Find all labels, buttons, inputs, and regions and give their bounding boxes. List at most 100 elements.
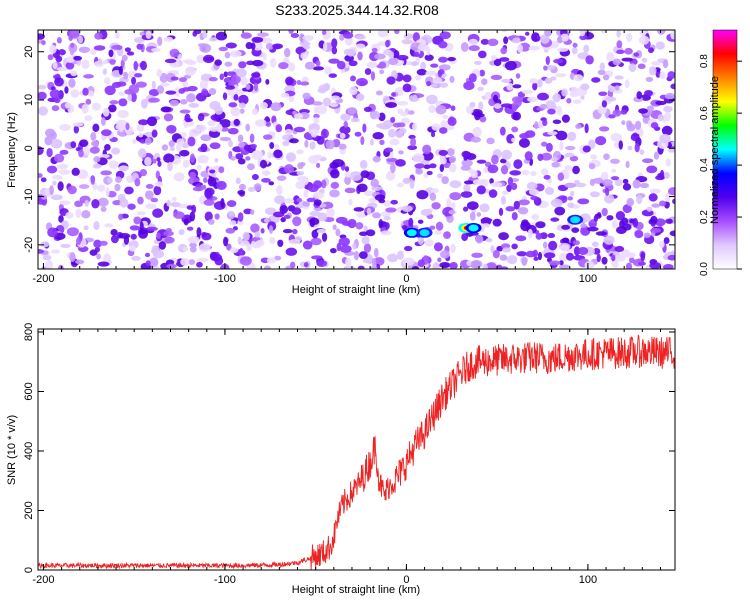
spectrogram-cell — [218, 166, 225, 174]
spectrogram-cell — [632, 217, 639, 228]
spectrogram-cell — [512, 111, 522, 121]
spectrogram-cell — [200, 90, 209, 96]
spectrogram-cell — [235, 89, 245, 95]
spectrogram-cell — [551, 156, 559, 162]
spectrogram-cell — [402, 83, 412, 93]
spectrogram-cell — [345, 257, 352, 267]
spectrogram-cell — [74, 200, 83, 208]
spectrogram-cell — [651, 61, 660, 66]
spectrogram-cell — [521, 170, 530, 176]
spectrogram-cell — [371, 47, 378, 53]
spectrogram-cell — [601, 207, 608, 217]
spectrogram-cell — [479, 115, 487, 123]
spectrogram-cell — [401, 205, 413, 212]
spectrogram-cell — [270, 57, 277, 68]
snr-x-tick-label: 0 — [403, 574, 409, 586]
spectrogram-cell — [163, 36, 173, 42]
spectrogram-cell — [214, 59, 222, 66]
spectrogram-cell — [127, 93, 132, 102]
spectrogram-cell — [473, 60, 482, 65]
spectrogram-cell — [209, 37, 218, 42]
spectrogram-cell — [505, 206, 516, 212]
spectrogram-cell — [140, 60, 147, 71]
spectrogram-x-ticks: -200 -100 0 100 — [32, 30, 661, 285]
spectrogram-cell — [612, 109, 622, 117]
spectrogram-cell — [363, 243, 372, 253]
spectrogram-cell — [476, 159, 487, 164]
spectrogram-cell — [263, 217, 270, 223]
spectrogram-cell — [344, 175, 352, 185]
spectrogram-cell — [486, 137, 495, 145]
spectrogram-cell — [118, 65, 123, 75]
spectrogram-cell — [60, 243, 71, 248]
spectrogram-cell — [309, 141, 316, 150]
spectrogram-cell — [92, 123, 100, 133]
spectrogram-cell — [237, 158, 246, 165]
spectrogram-cell — [321, 201, 334, 210]
spectrogram-cell — [651, 203, 661, 208]
spectrogram-cell — [426, 94, 438, 105]
spectrogram-cell — [552, 119, 562, 125]
spectrogram-cell — [51, 105, 60, 112]
spectrogram-cell — [240, 77, 248, 86]
spectrogram-cell — [428, 105, 436, 114]
spectrogram-cell — [67, 185, 77, 195]
spectrogram-cell — [87, 90, 95, 97]
spectrogram-cell — [128, 84, 140, 94]
spectrogram-cell — [639, 149, 645, 155]
spectrogram-cell — [77, 169, 89, 180]
spectrogram-cell — [636, 91, 643, 100]
spectrogram-cell — [96, 253, 101, 260]
spectrogram-cell — [364, 68, 372, 75]
spectrogram-cell — [77, 35, 84, 44]
spectrogram-cell — [133, 216, 142, 225]
spectrogram-cell — [251, 36, 264, 43]
spectrogram-cell — [373, 247, 379, 258]
spectrogram-cell — [531, 213, 540, 221]
spectrogram-cell — [621, 57, 634, 62]
spectrogram-cell — [188, 259, 196, 265]
spectrogram-cell — [200, 134, 212, 142]
spectrogram-cell — [130, 233, 137, 240]
spectrogram-cell — [400, 117, 411, 125]
spectrogram-cell — [513, 159, 523, 169]
spectrogram-cell — [38, 91, 47, 100]
spectrogram-y-label: Frequency (Hz) — [6, 112, 18, 188]
spectrogram-cell — [108, 160, 119, 169]
spectrogram-cell — [75, 259, 85, 265]
spectrogram-cell — [293, 113, 304, 120]
spectrogram-cell — [422, 144, 432, 155]
spectrogram-cell — [587, 226, 599, 232]
spectrogram-cell — [118, 232, 131, 239]
spectrogram-cell — [312, 66, 325, 71]
spectrogram-cell — [104, 77, 111, 85]
spectrogram-cell — [571, 227, 580, 234]
spectrogram-cell — [50, 194, 63, 201]
spectrogram-cell — [369, 138, 374, 146]
spectrogram-cell — [240, 149, 250, 155]
colorbar-tick-label: 0.4 — [699, 158, 710, 172]
spectrogram-cell — [97, 261, 110, 267]
spectrogram-cell — [261, 170, 271, 176]
spectrogram-cell — [383, 216, 391, 221]
spectrogram-cell — [157, 85, 164, 94]
spectrogram-cell — [667, 71, 675, 80]
spectrogram-cell — [440, 157, 447, 165]
spectrogram-cell — [481, 78, 488, 86]
spectrogram-cell — [433, 242, 443, 252]
spectrogram-cell — [189, 242, 197, 248]
spectrogram-cell — [379, 69, 385, 75]
spectrogram-cell — [606, 51, 615, 62]
spectrogram-cell — [170, 201, 181, 208]
spectrogram-cell — [76, 236, 82, 245]
spectrogram-cell — [411, 266, 420, 269]
spectrogram-cell — [569, 155, 579, 162]
spectrogram-cell — [358, 94, 364, 100]
spectrogram-cell — [114, 183, 121, 192]
spectrogram-cell — [336, 60, 346, 70]
spectrogram-cell — [83, 74, 94, 79]
spectrogram-cell — [413, 51, 420, 58]
spectrogram-cell — [202, 54, 215, 64]
spectrogram-cell — [599, 126, 610, 132]
spectrogram-cell — [335, 228, 341, 237]
